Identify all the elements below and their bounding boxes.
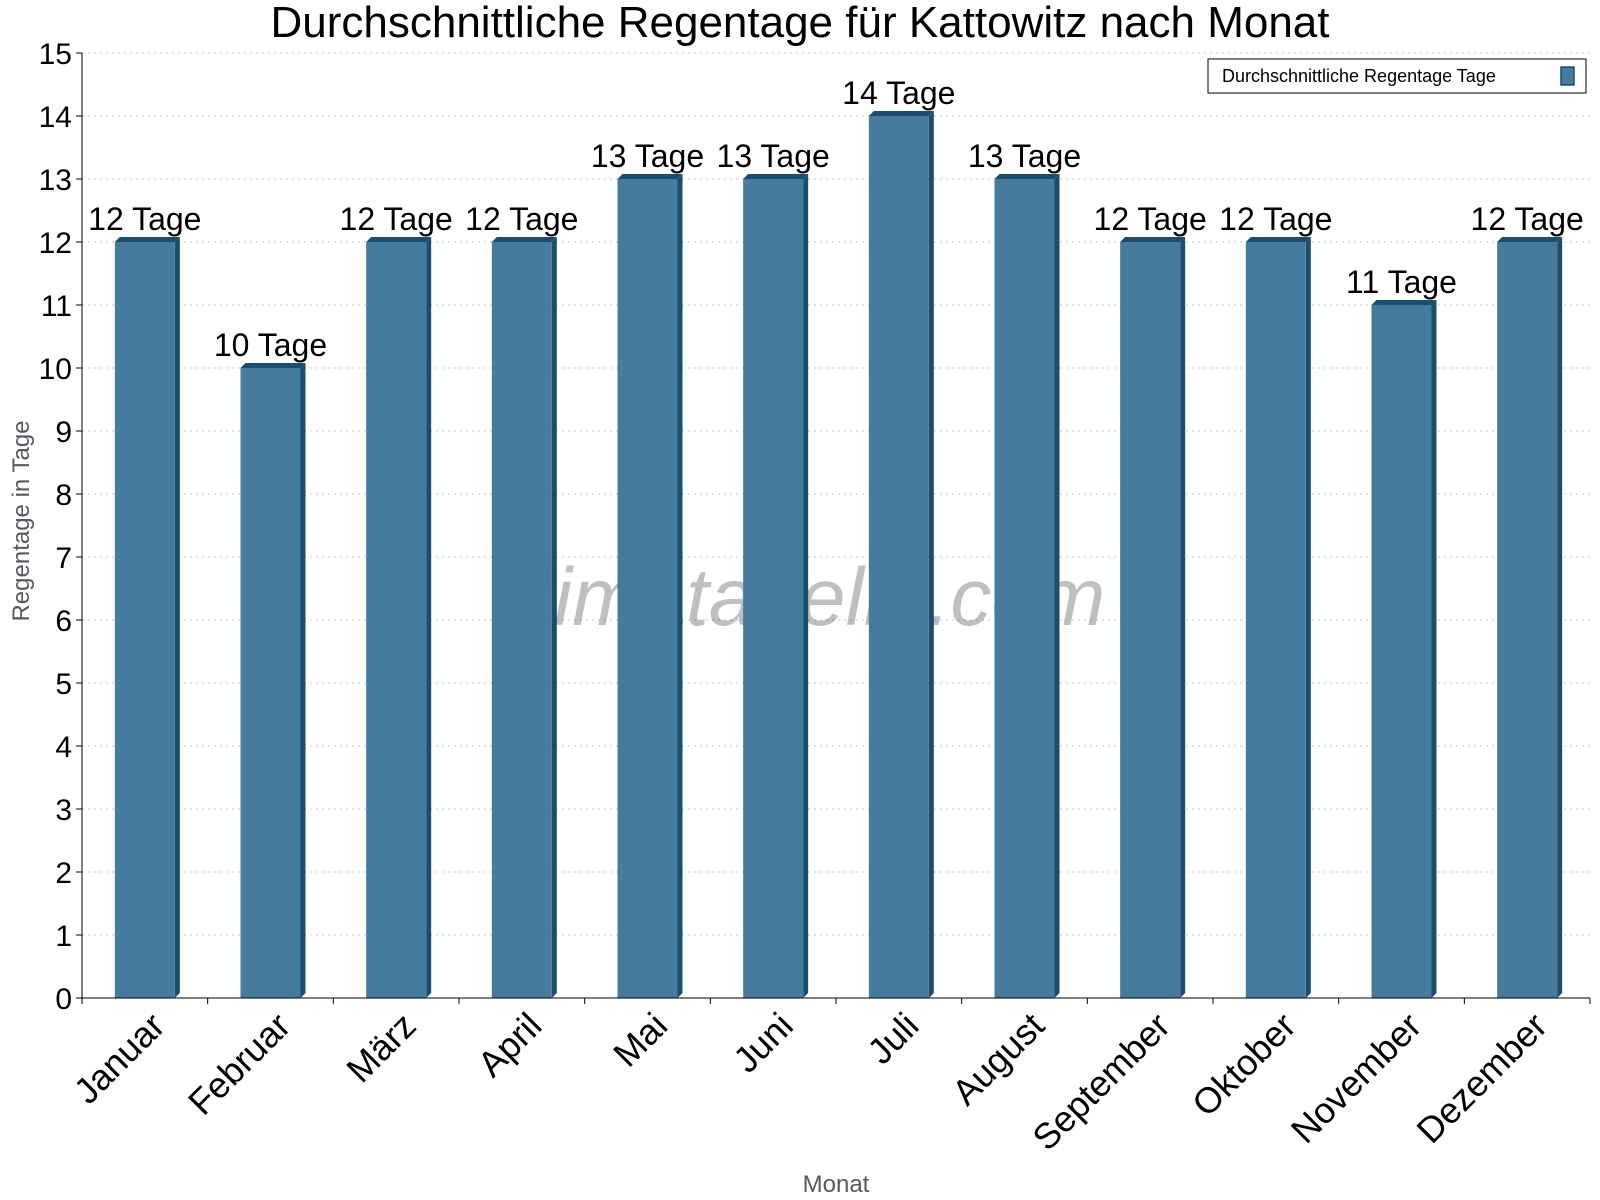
- x-tick-label: Juni: [725, 1005, 801, 1081]
- y-tick-label: 5: [55, 668, 72, 701]
- bar-side: [1054, 174, 1060, 998]
- x-tick-label: August: [944, 1005, 1052, 1113]
- bar: [743, 174, 809, 998]
- y-tick-label: 2: [55, 857, 72, 890]
- bar: [1497, 237, 1563, 998]
- bar: [868, 111, 934, 998]
- bar-front: [366, 242, 427, 998]
- legend-swatch: [1560, 66, 1575, 86]
- bar-front: [114, 242, 175, 998]
- bar-front: [617, 179, 678, 998]
- y-tick-label: 12: [39, 227, 72, 260]
- bar-side: [1180, 237, 1186, 998]
- bar: [366, 237, 432, 998]
- data-label: 12 Tage: [340, 201, 453, 237]
- bar-top: [994, 174, 1060, 179]
- x-tick-label: April: [470, 1005, 550, 1085]
- bar-top: [366, 237, 432, 242]
- bar-top: [491, 237, 557, 242]
- bar-side: [677, 174, 683, 998]
- bar: [240, 363, 306, 998]
- x-tick-label: Februar: [180, 1005, 298, 1123]
- y-tick-label: 10: [39, 353, 72, 386]
- bar-top: [868, 111, 934, 116]
- bar-side: [551, 237, 557, 998]
- chart-title: Durchschnittliche Regentage für Kattowit…: [270, 0, 1329, 47]
- bar-top: [1120, 237, 1186, 242]
- data-label: 12 Tage: [88, 201, 201, 237]
- y-axis-title: Regentage in Tage: [8, 420, 35, 621]
- data-label: 10 Tage: [214, 327, 327, 363]
- bar-top: [240, 363, 306, 368]
- data-label: 13 Tage: [591, 138, 704, 174]
- data-label: 13 Tage: [968, 138, 1081, 174]
- y-tick-label: 13: [39, 164, 72, 197]
- y-tick-label: 7: [55, 542, 72, 575]
- data-label: 12 Tage: [1471, 201, 1584, 237]
- y-tick-label: 4: [55, 731, 72, 764]
- bar: [1120, 237, 1186, 998]
- x-tick-label: Dezember: [1408, 1005, 1554, 1151]
- bar: [617, 174, 683, 998]
- data-label: 12 Tage: [465, 201, 578, 237]
- x-tick-label: Juli: [859, 1005, 926, 1072]
- bar: [114, 237, 180, 998]
- bar-top: [743, 174, 809, 179]
- bar-front: [994, 179, 1055, 998]
- data-labels: 12 Tage 10 Tage 12 Tage 12 Tage 13 Tage 13 Ta…: [88, 75, 1584, 363]
- x-tick-label: März: [338, 1005, 424, 1091]
- bar-top: [1245, 237, 1311, 242]
- legend-box: [1207, 58, 1587, 94]
- data-label: 13 Tage: [717, 138, 830, 174]
- bar-side: [174, 237, 180, 998]
- bar-side: [1431, 300, 1437, 998]
- y-tick-label: 3: [55, 794, 72, 827]
- bar-front: [743, 179, 804, 998]
- bar-side: [426, 237, 432, 998]
- bar: [1371, 300, 1437, 998]
- gridlines: [82, 52, 1590, 936]
- x-tick-label: September: [1024, 1005, 1178, 1159]
- data-label: 12 Tage: [1219, 201, 1332, 237]
- bar-front: [1371, 305, 1432, 998]
- bar-side: [300, 363, 306, 998]
- bar-front: [491, 242, 552, 998]
- bar: [994, 174, 1060, 998]
- bar-side: [1557, 237, 1563, 998]
- bars: [114, 111, 1563, 998]
- legend-label: Durchschnittliche Regentage Tage: [1222, 66, 1496, 86]
- y-tick-label: 14: [39, 101, 72, 134]
- bar-top: [1497, 237, 1563, 242]
- legend: Durchschnittliche Regentage Tage: [1207, 58, 1587, 94]
- y-tick-label: 1: [55, 920, 72, 953]
- bar-side: [803, 174, 809, 998]
- bar-top: [617, 174, 683, 179]
- y-tick-label: 9: [55, 416, 72, 449]
- bar-top: [1371, 300, 1437, 305]
- data-label: 12 Tage: [1094, 201, 1207, 237]
- bar: [1245, 237, 1311, 998]
- y-tick-label: 8: [55, 479, 72, 512]
- x-tick-label: Januar: [66, 1005, 173, 1112]
- y-tick-label: 6: [55, 605, 72, 638]
- x-tick-label: Mai: [605, 1005, 675, 1075]
- bar-front: [868, 116, 929, 998]
- bar-front: [1497, 242, 1558, 998]
- data-label: 11 Tage: [1346, 264, 1457, 300]
- bar-front: [1245, 242, 1306, 998]
- bar-side: [1305, 237, 1311, 998]
- bar-front: [240, 368, 301, 998]
- x-tick-label: Oktober: [1184, 1005, 1304, 1125]
- x-tick-label: November: [1283, 1005, 1429, 1151]
- bar-side: [928, 111, 934, 998]
- bar: [491, 237, 557, 998]
- data-label: 14 Tage: [842, 75, 955, 111]
- bar-front: [1120, 242, 1181, 998]
- y-tick-label: 15: [39, 38, 72, 71]
- bar-top: [114, 237, 180, 242]
- y-tick-label: 0: [55, 983, 72, 1016]
- y-tick-label: 11: [41, 290, 72, 323]
- x-axis-title: Monat: [803, 1171, 870, 1198]
